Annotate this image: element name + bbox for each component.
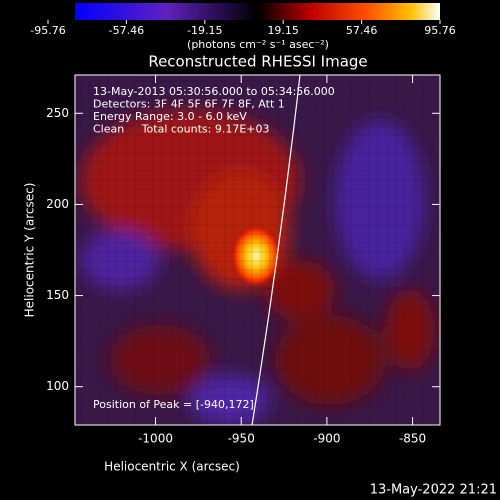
chart-title: Reconstructed RHESSI Image [148, 53, 367, 71]
colorbar-tick-label: 57.46 [346, 24, 378, 37]
y-tick-label: 250 [46, 106, 69, 120]
colorbar-tick-label: -19.15 [187, 24, 222, 37]
colorbar [75, 3, 440, 20]
timestamp: 13-May-2022 21:21 [370, 483, 497, 498]
image [75, 75, 440, 425]
colorbar-tick-label: 19.15 [267, 24, 299, 37]
x-tick-label: -900 [313, 432, 340, 446]
y-axis-label: Heliocentric Y (arcsec) [23, 183, 37, 318]
colorbar-unit: (photons cm⁻² s⁻¹ asec⁻²) [187, 38, 329, 51]
plot-frame [74, 74, 441, 426]
peak-label: Position of Peak = [-940,172] [93, 398, 254, 411]
colorbar-tick-label: 95.76 [424, 24, 456, 37]
annotation: 13-May-2013 05:30:56.000 to 05:34:56.000 [93, 85, 335, 98]
y-tick-label: 150 [46, 288, 69, 302]
annotation: Energy Range: 3.0 - 6.0 keV [93, 110, 247, 123]
x-axis-label: Heliocentric X (arcsec) [104, 460, 240, 474]
annotation: Clean Total counts: 9.17E+03 [93, 123, 270, 136]
x-tick-label: -1000 [138, 432, 173, 446]
x-tick-label: -850 [399, 432, 426, 446]
colorbar-tick-label: -57.46 [109, 24, 144, 37]
annotation: Detectors: 3F 4F 5F 6F 7F 8F, Att 1 [93, 98, 285, 111]
y-tick-label: 200 [46, 197, 69, 211]
y-tick-label: 100 [46, 379, 69, 393]
x-tick-label: -950 [228, 432, 255, 446]
colorbar-tick-label: -95.76 [30, 24, 65, 37]
